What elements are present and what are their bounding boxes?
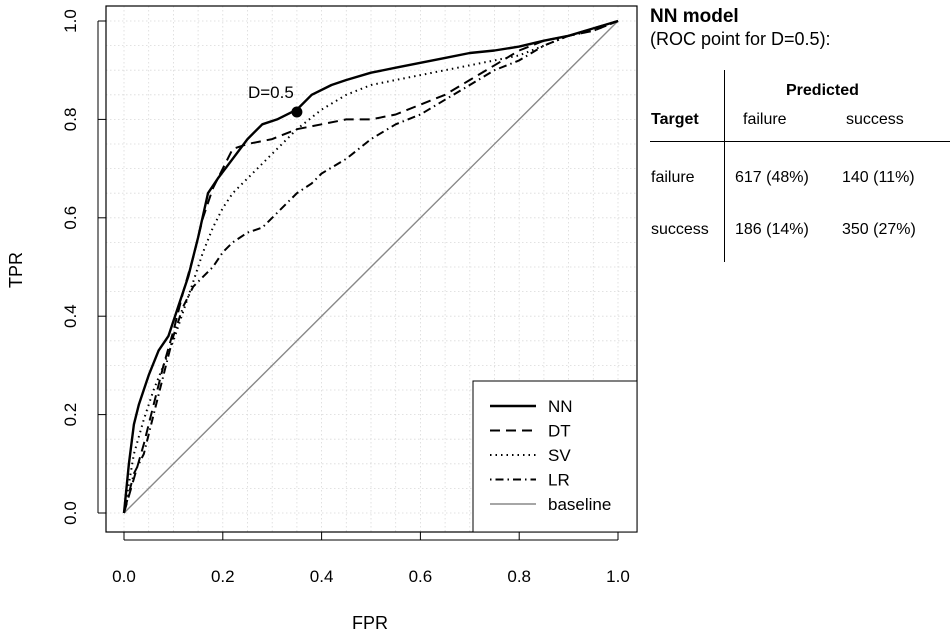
cm-row-failure-label: failure (651, 169, 695, 186)
x-tick-label: 0.0 (112, 567, 136, 586)
grid (106, 6, 637, 532)
cm-col-failure: failure (743, 111, 787, 128)
cm-cell: 186 (14%) (735, 221, 809, 238)
side-panel-subtitle: (ROC point for D=0.5): (650, 29, 831, 49)
x-axis-label: FPR (352, 613, 388, 633)
y-tick-label: 0.0 (61, 501, 80, 525)
y-tick-label: 0.6 (61, 206, 80, 230)
cm-vertical-rule (724, 70, 725, 262)
series-lines (122, 19, 619, 514)
cm-cell: 350 (27%) (842, 221, 916, 238)
legend-label-dt: DT (548, 422, 571, 441)
y-tick-label: 0.2 (61, 403, 80, 427)
y-tick-label: 0.8 (61, 108, 80, 132)
y-tick-label: 0.4 (61, 304, 80, 328)
roc-chart: 0.0 0.2 0.4 0.6 0.8 1.0 0.0 0.2 0.4 0.6 0.8 1.0 D=0… (6, 5, 638, 633)
side-panel-title: NN model (650, 6, 739, 27)
cm-cell: 140 (11%) (842, 169, 915, 186)
annotations: D=0.5 (248, 83, 303, 118)
side-panel: NN model (ROC point for D=0.5): Predicte… (650, 6, 950, 262)
roc-point-label: D=0.5 (248, 83, 294, 102)
axis-ticks: 0.0 0.2 0.4 0.6 0.8 1.0 0.0 0.2 0.4 0.6 0.8 1.0 (61, 9, 630, 586)
series-line-nn (122, 19, 619, 514)
x-tick-label: 0.8 (507, 567, 531, 586)
legend: NN DT SV LR baseline (472, 380, 638, 533)
cm-cell: 617 (48%) (735, 169, 809, 186)
legend-label-nn: NN (548, 397, 573, 416)
legend-label-sv: SV (548, 446, 571, 465)
y-axis-label: TPR (6, 252, 26, 288)
confusion-matrix: Predicted Target failure success failure… (650, 70, 950, 270)
cm-col-success: success (846, 111, 904, 128)
cm-predicted-label: Predicted (786, 82, 859, 99)
plot-frame (105, 5, 638, 533)
roc-point-marker (291, 106, 303, 118)
series-line-sv (123, 20, 619, 514)
y-tick-label: 1.0 (61, 9, 80, 33)
legend-label-baseline: baseline (548, 495, 611, 514)
x-tick-label: 1.0 (606, 567, 630, 586)
cm-row-success-label: success (651, 221, 709, 238)
x-tick-label: 0.4 (310, 567, 334, 586)
series-line-baseline (123, 20, 619, 514)
x-tick-label: 0.6 (409, 567, 433, 586)
cm-target-label: Target (651, 111, 699, 128)
cm-horizontal-rule (650, 141, 950, 142)
series-line-lr (123, 20, 619, 514)
x-tick-label: 0.2 (211, 567, 235, 586)
legend-label-lr: LR (548, 471, 570, 490)
